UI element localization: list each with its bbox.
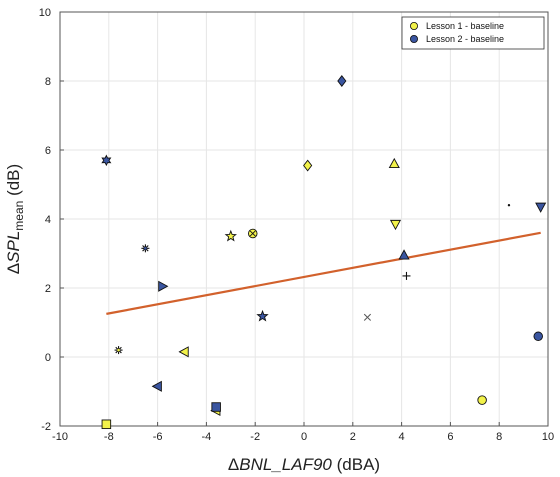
legend-marker-lesson-2 <box>409 35 418 44</box>
marker-star5 <box>224 229 237 242</box>
marker-circle <box>533 331 543 342</box>
marker-triangle-down <box>389 219 402 231</box>
x-tick-label: 4 <box>399 431 405 443</box>
data-points <box>101 75 547 430</box>
x-tick-label: -4 <box>202 431 212 443</box>
marker-circle <box>477 395 487 405</box>
x-tick-label: -2 <box>250 431 260 443</box>
marker-triangle-up <box>388 157 400 169</box>
y-axis-title-unit: (dB) <box>4 164 23 201</box>
y-tick-label: 2 <box>45 283 51 295</box>
marker-plus <box>402 271 411 280</box>
marker-triangle-up <box>398 249 410 260</box>
x-axis-title-unit: (dBA) <box>332 455 380 474</box>
y-axis-title-delta: Δ <box>4 263 23 274</box>
marker-asterisk <box>114 346 123 355</box>
marker-x <box>363 313 371 321</box>
x-tick-label: 6 <box>447 431 453 443</box>
marker-hexagram <box>101 154 112 167</box>
x-axis-title: ΔBNL_LAF90 (dBA) <box>228 455 380 474</box>
marker-triangle-left <box>178 346 189 358</box>
y-tick-label: 0 <box>45 352 51 364</box>
x-tick-label: -6 <box>153 431 163 443</box>
axis-ticks: -10 -8 -6 -4 -2 0 2 4 6 8 10 -2 0 2 4 6 8 10 <box>39 7 554 443</box>
grid <box>59 11 549 427</box>
x-tick-label: 10 <box>542 431 554 443</box>
marker-triangle-left <box>151 380 162 392</box>
legend: Lesson 1 - baseline Lesson 2 - baseline <box>401 16 545 50</box>
legend-entry-2: Lesson 2 - baseline <box>409 34 504 44</box>
legend-label-lesson-1: Lesson 1 - baseline <box>426 21 504 31</box>
marker-triangle-down <box>535 202 547 213</box>
marker-star5 <box>256 309 269 322</box>
marker-diamond <box>303 159 313 172</box>
y-tick-label: -2 <box>41 421 51 433</box>
series-2 <box>101 75 547 412</box>
y-axis-title-sub: mean <box>12 201 26 231</box>
y-tick-label: 8 <box>45 76 51 88</box>
x-axis-title-delta: Δ <box>228 455 239 474</box>
series-1 <box>101 157 487 430</box>
marker-square <box>101 419 112 430</box>
legend-entry-1: Lesson 1 - baseline <box>409 21 504 31</box>
marker-circle-x <box>248 228 258 239</box>
legend-box <box>401 16 545 50</box>
marker-diamond <box>337 75 347 87</box>
legend-label-lesson-2: Lesson 2 - baseline <box>426 34 504 44</box>
marker-asterisk <box>141 244 150 253</box>
marker-triangle-right <box>158 280 169 292</box>
y-tick-label: 4 <box>45 214 51 226</box>
marker-square <box>211 402 221 412</box>
trendline-group <box>106 231 541 315</box>
legend-marker-lesson-1 <box>409 21 418 30</box>
x-tick-label: 8 <box>496 431 502 443</box>
y-axis-title-main: SPL <box>4 231 23 263</box>
y-tick-label: 10 <box>39 7 51 19</box>
x-tick-label: 2 <box>350 431 356 443</box>
x-tick-label: -8 <box>104 431 114 443</box>
x-tick-label: -10 <box>52 431 68 443</box>
marker-point <box>507 204 511 207</box>
x-axis-title-main: BNL_LAF90 <box>239 455 332 474</box>
trendline <box>106 231 541 315</box>
y-axis-title: ΔSPLmean (dB) <box>4 164 26 274</box>
x-tick-label: 0 <box>301 431 307 443</box>
y-tick-label: 6 <box>45 145 51 157</box>
